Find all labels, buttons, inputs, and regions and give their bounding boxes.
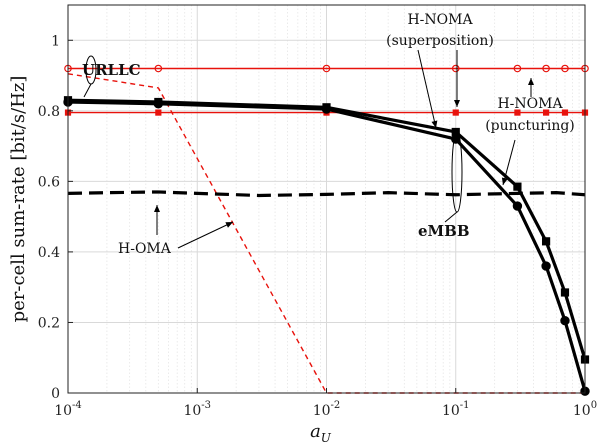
arrow-punc-urllc <box>528 78 534 97</box>
x-tick-label: 10-4 <box>54 400 82 419</box>
axes: 10-4 10-3 10-2 10-1 100 0 0.2 0.4 0.6 0.8 1 aU per-c… <box>8 4 597 445</box>
data-point <box>451 127 460 137</box>
data-point <box>560 315 570 326</box>
data-point <box>561 109 569 116</box>
data-point <box>560 288 570 297</box>
x-tick-label: 100 <box>573 400 597 419</box>
arrow-punc-embb <box>501 139 516 186</box>
embb-label: eMBB <box>418 222 470 240</box>
hnoma-puncturing-label-2: (puncturing) <box>485 118 575 134</box>
y-tick-label: 0.2 <box>38 315 60 331</box>
data-point <box>451 64 460 73</box>
data-point <box>514 109 521 116</box>
y-tick-label: 0.8 <box>38 104 60 120</box>
series-urllc-0 <box>64 64 589 73</box>
embb-leader <box>444 211 458 223</box>
data-point <box>155 109 162 116</box>
x-axis-label: aU <box>310 421 332 445</box>
arrow-homa-urllc <box>177 221 234 249</box>
data-point <box>542 109 550 116</box>
data-point <box>541 261 551 271</box>
data-point <box>513 64 522 73</box>
annotations: URLLC eMBB H-NOMA (superposition) H-NOMA… <box>82 12 575 257</box>
hnoma-puncturing-label-1: H-NOMA <box>497 96 563 112</box>
hnoma-superposition-label-2: (superposition) <box>386 33 494 49</box>
y-tick-label: 1 <box>51 33 60 49</box>
y-tick-label: 0.6 <box>38 174 60 190</box>
data-point <box>154 97 163 107</box>
y-axis-label: per-cell sum-rate [bit/s/Hz] <box>8 76 29 323</box>
x-tick-label: 10-3 <box>183 400 211 419</box>
y-tick-label: 0 <box>51 386 60 402</box>
urllc-leader <box>83 83 92 98</box>
arrow-sup-embb <box>417 49 438 129</box>
x-tick-label: 10-1 <box>442 400 470 419</box>
data-point <box>452 109 459 116</box>
data-point <box>322 103 331 112</box>
series-line <box>67 98 587 360</box>
data-point <box>322 64 331 73</box>
data-point <box>512 201 523 211</box>
arrow-sup-urllc <box>454 50 460 107</box>
data-point <box>541 237 551 246</box>
y-tick-label: 0.4 <box>38 245 60 261</box>
hnoma-superposition-label-1: H-NOMA <box>407 12 473 28</box>
series-line <box>67 190 586 198</box>
x-tick-label: 10-2 <box>313 400 341 419</box>
arrow-homa-embb <box>154 205 160 235</box>
homa-label: H-OMA <box>118 241 172 257</box>
data-point <box>513 182 522 191</box>
urllc-label: URLLC <box>82 61 141 79</box>
data-point <box>561 64 569 73</box>
series-line <box>67 100 587 392</box>
data-point <box>542 64 550 73</box>
data-point <box>154 64 163 73</box>
series-embb-5 <box>67 190 586 198</box>
